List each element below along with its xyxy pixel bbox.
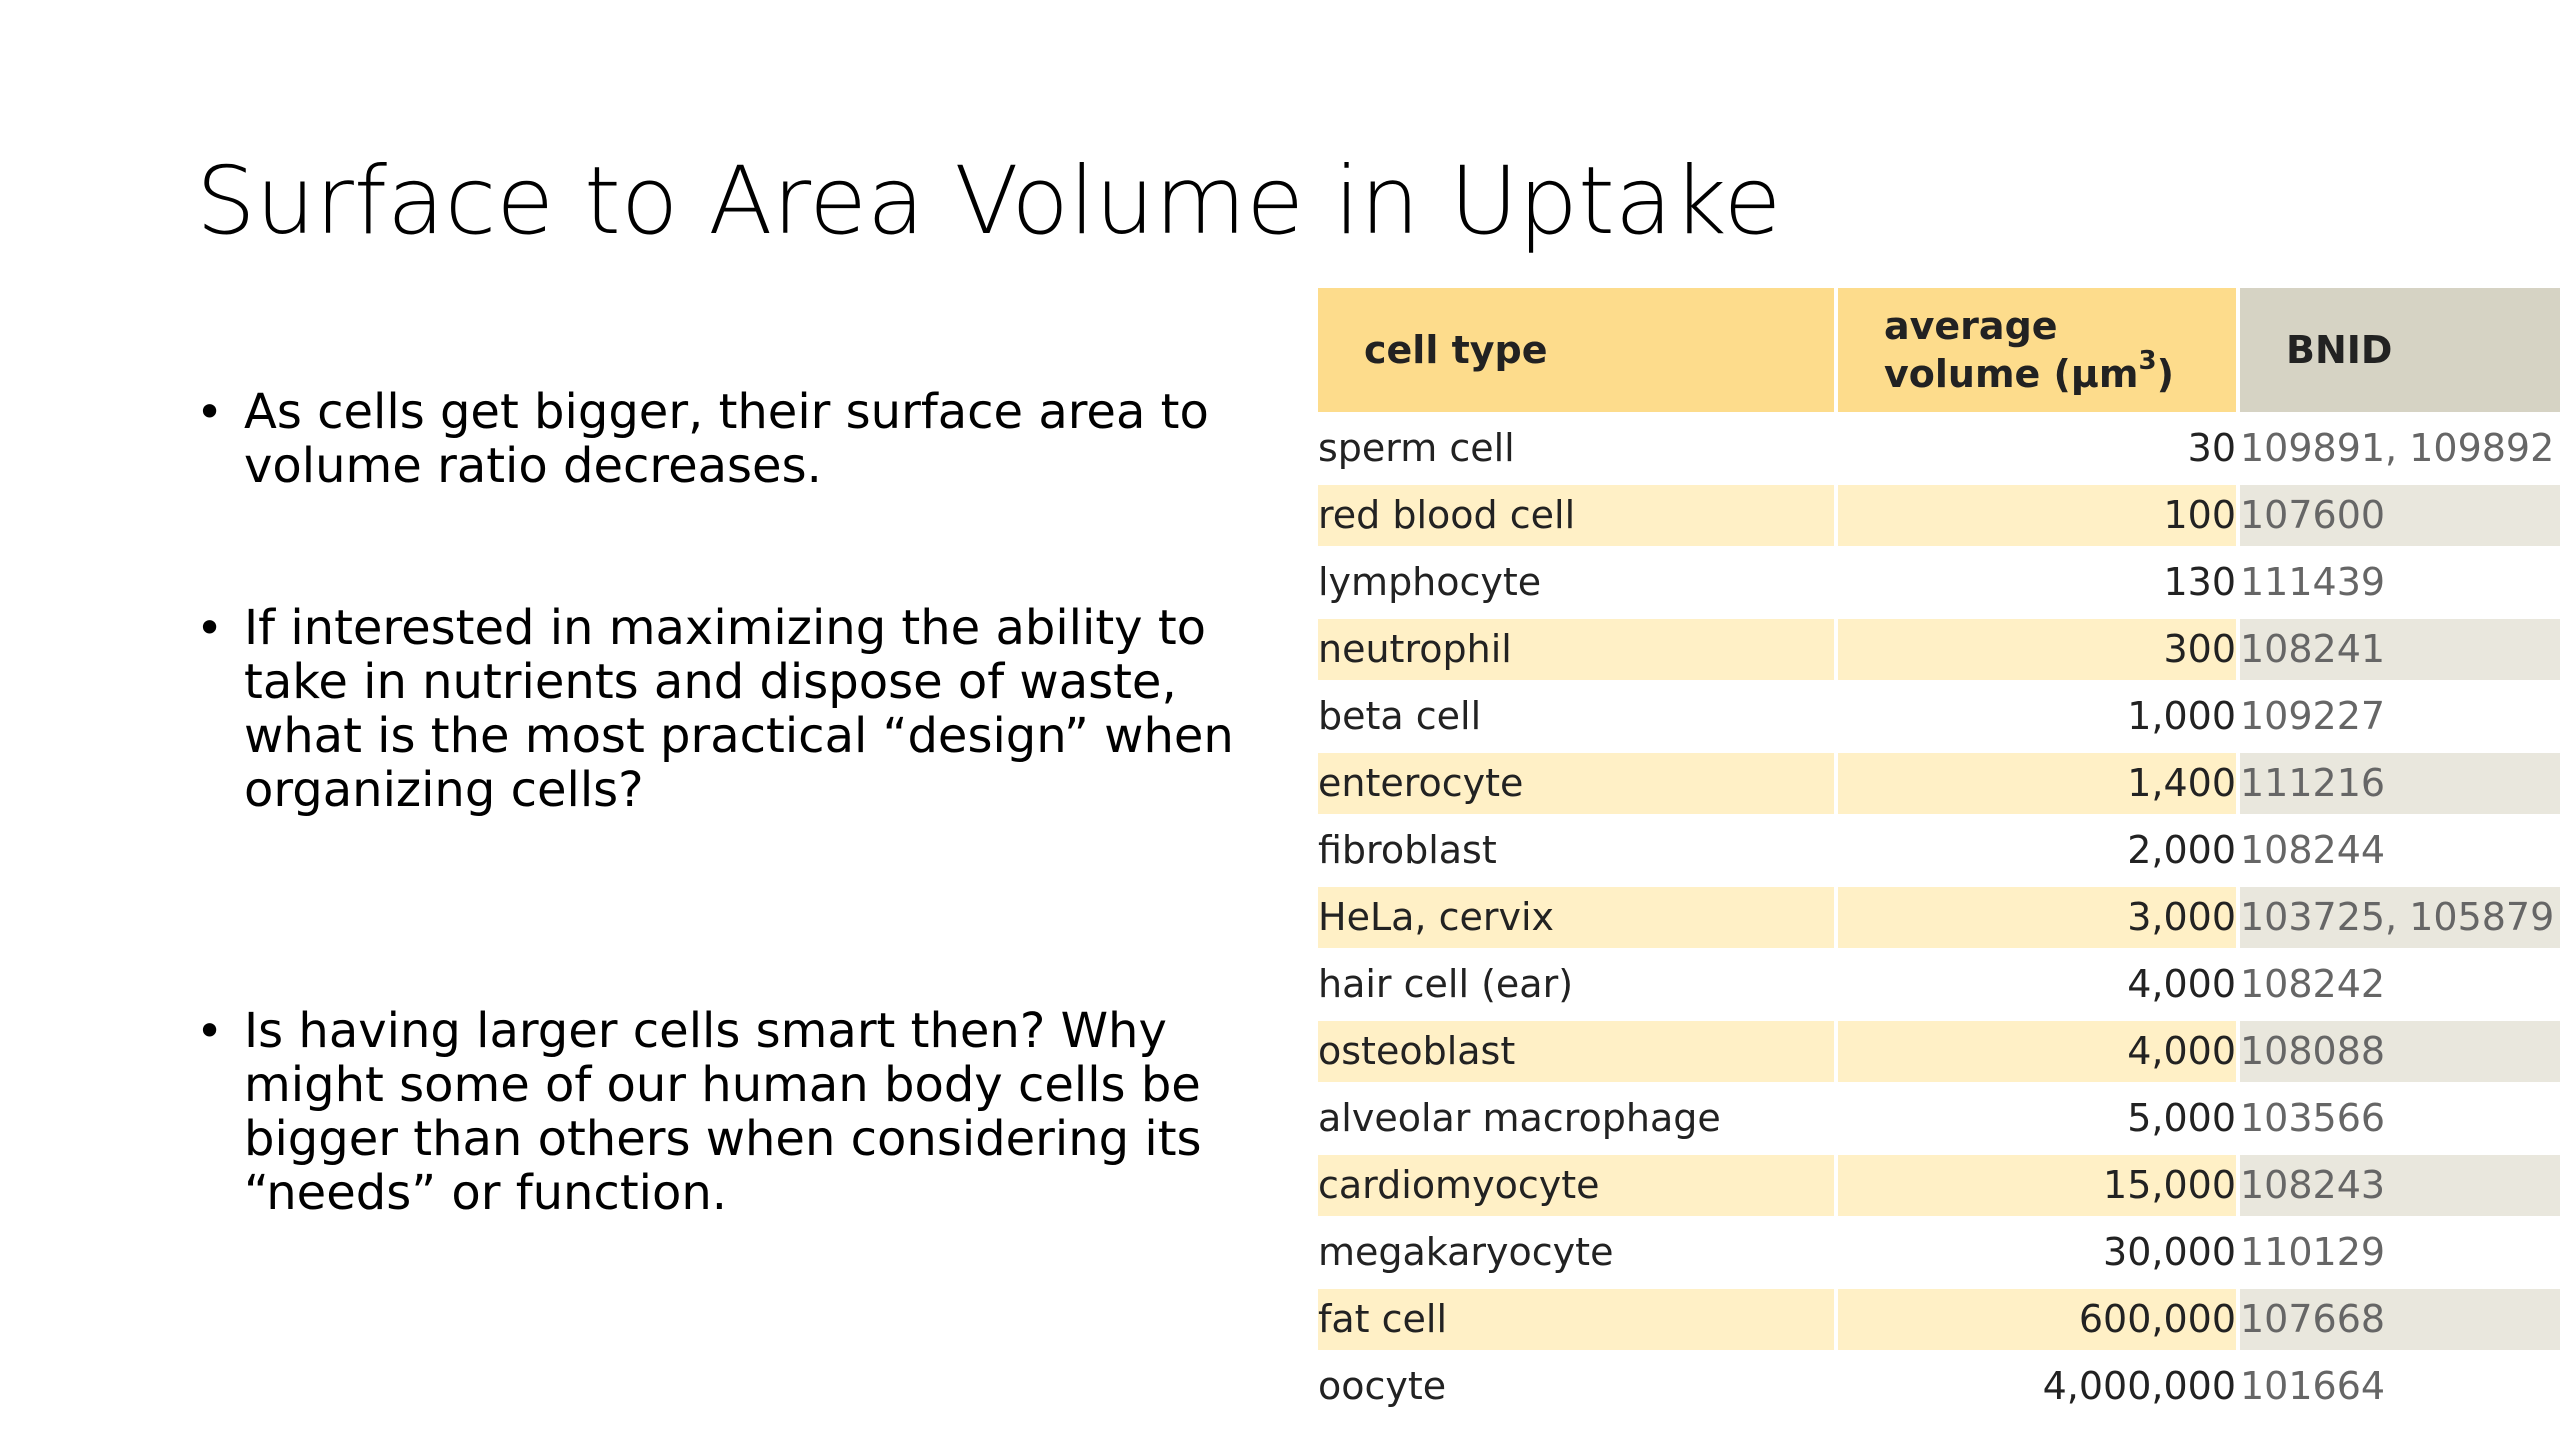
- table-row: fibroblast 2,000 108244: [1318, 820, 2560, 881]
- bnid-cell: 109891, 109892: [2240, 426, 2555, 470]
- cell-type-cell: enterocyte: [1318, 753, 1834, 814]
- table-row: alveolar macrophage 5,000 103566: [1318, 1088, 2560, 1149]
- volume-cell: 100: [1838, 485, 2236, 546]
- bnid-cell: 108242: [2240, 962, 2386, 1006]
- table-row: megakaryocyte 30,000 110129: [1318, 1222, 2560, 1283]
- cell-type-cell: beta cell: [1318, 694, 1482, 738]
- column-header-cell-type: cell type: [1318, 288, 1834, 412]
- cell-type-cell: lymphocyte: [1318, 560, 1542, 604]
- table-row: hair cell (ear) 4,000 108242: [1318, 954, 2560, 1015]
- volume-cell: 300: [1838, 619, 2236, 680]
- bullet-marker: •: [196, 385, 224, 439]
- table-row: neutrophil 300 108241: [1318, 619, 2560, 680]
- bullet-text: As cells get bigger, their surface area …: [244, 384, 1209, 494]
- bullet-item: • As cells get bigger, their surface are…: [196, 385, 1306, 493]
- volume-cell: 600,000: [1838, 1289, 2236, 1350]
- header-volume-line1: average: [1884, 304, 2058, 348]
- cell-type-cell: osteoblast: [1318, 1021, 1834, 1082]
- slide-title: Surface to Area Volume in Uptake: [196, 147, 1782, 256]
- cell-volume-table: cell type average volume (μm3) BNID sper…: [1314, 282, 2560, 1423]
- table-row: red blood cell 100 107600: [1318, 485, 2560, 546]
- volume-cell: 30,000: [2103, 1230, 2236, 1274]
- cell-type-cell: fat cell: [1318, 1289, 1834, 1350]
- header-volume-close: ): [2156, 352, 2174, 396]
- volume-cell: 3,000: [1838, 887, 2236, 948]
- cell-volume-table-container: cell type average volume (μm3) BNID sper…: [1318, 282, 2560, 1423]
- bnid-cell: 101664: [2240, 1364, 2386, 1408]
- cell-type-cell: hair cell (ear): [1318, 962, 1574, 1006]
- volume-cell: 1,000: [2127, 694, 2236, 738]
- cell-type-cell: neutrophil: [1318, 619, 1834, 680]
- bnid-cell: 103725, 105879: [2240, 887, 2560, 948]
- header-volume-line2: volume (μm: [1884, 352, 2139, 396]
- table-row: enterocyte 1,400 111216: [1318, 753, 2560, 814]
- bullet-marker: •: [196, 1004, 224, 1058]
- volume-cell: 30: [2187, 426, 2236, 470]
- header-volume-superscript: 3: [2138, 346, 2157, 377]
- bnid-cell: 110129: [2240, 1230, 2386, 1274]
- bnid-cell: 111216: [2240, 753, 2560, 814]
- cell-type-cell: fibroblast: [1318, 828, 1497, 872]
- cell-type-cell: alveolar macrophage: [1318, 1096, 1721, 1140]
- volume-cell: 2,000: [2127, 828, 2236, 872]
- bnid-cell: 111439: [2240, 560, 2386, 604]
- table-row: oocyte 4,000,000 101664: [1318, 1356, 2560, 1417]
- bnid-cell: 107600: [2240, 485, 2560, 546]
- table-row: sperm cell 30 109891, 109892: [1318, 418, 2560, 479]
- table-row: osteoblast 4,000 108088: [1318, 1021, 2560, 1082]
- column-header-bnid: BNID: [2240, 288, 2560, 412]
- bullet-item: • Is having larger cells smart then? Why…: [196, 1004, 1306, 1220]
- table-row: fat cell 600,000 107668: [1318, 1289, 2560, 1350]
- cell-type-cell: red blood cell: [1318, 485, 1834, 546]
- bnid-cell: 109227: [2240, 694, 2386, 738]
- volume-cell: 15,000: [1838, 1155, 2236, 1216]
- cell-type-cell: oocyte: [1318, 1364, 1447, 1408]
- volume-cell: 1,400: [1838, 753, 2236, 814]
- cell-type-cell: megakaryocyte: [1318, 1230, 1614, 1274]
- volume-cell: 5,000: [2127, 1096, 2236, 1140]
- table-header-row: cell type average volume (μm3) BNID: [1318, 288, 2560, 412]
- cell-type-cell: sperm cell: [1318, 426, 1515, 470]
- bnid-cell: 103566: [2240, 1096, 2386, 1140]
- bullet-item: • If interested in maximizing the abilit…: [196, 601, 1306, 817]
- column-header-average-volume: average volume (μm3): [1838, 288, 2236, 412]
- volume-cell: 4,000: [2127, 962, 2236, 1006]
- bnid-cell: 108244: [2240, 828, 2386, 872]
- table-row: cardiomyocyte 15,000 108243: [1318, 1155, 2560, 1216]
- bnid-cell: 108241: [2240, 619, 2560, 680]
- volume-cell: 4,000,000: [2042, 1364, 2236, 1408]
- bnid-cell: 108243: [2240, 1155, 2560, 1216]
- bullet-text: If interested in maximizing the ability …: [244, 600, 1234, 818]
- bnid-cell: 107668: [2240, 1289, 2560, 1350]
- volume-cell: 130: [2163, 560, 2236, 604]
- cell-type-cell: HeLa, cervix: [1318, 887, 1834, 948]
- table-body: sperm cell 30 109891, 109892 red blood cell…: [1318, 418, 2560, 1417]
- bullet-text: Is having larger cells smart then? Why m…: [244, 1003, 1202, 1221]
- bullet-marker: •: [196, 601, 224, 655]
- bnid-cell: 108088: [2240, 1021, 2560, 1082]
- table-row: HeLa, cervix 3,000 103725, 105879: [1318, 887, 2560, 948]
- cell-type-cell: cardiomyocyte: [1318, 1155, 1834, 1216]
- volume-cell: 4,000: [1838, 1021, 2236, 1082]
- table-row: lymphocyte 130 111439: [1318, 552, 2560, 613]
- table-row: beta cell 1,000 109227: [1318, 686, 2560, 747]
